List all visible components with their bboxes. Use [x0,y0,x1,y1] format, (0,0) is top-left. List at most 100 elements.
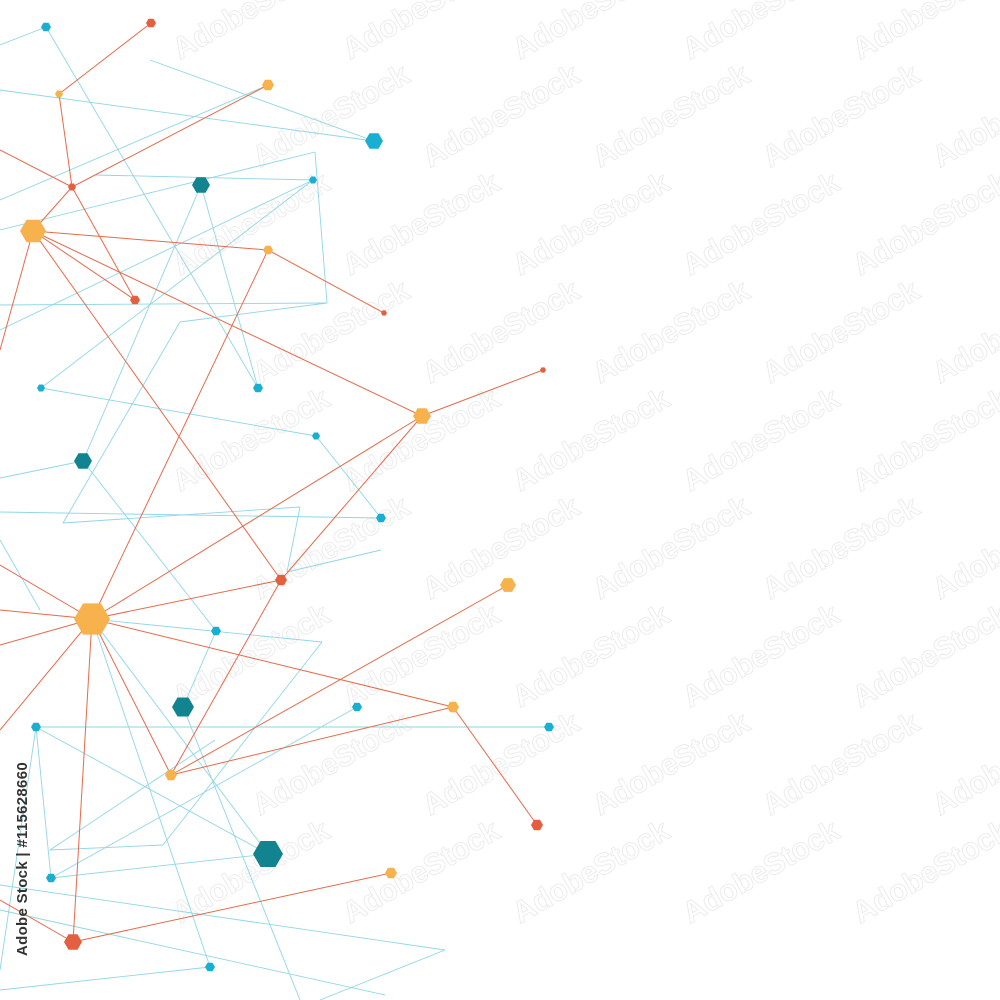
cyan-edge [0,89,375,142]
watermark-text: AdobeStock [337,382,505,498]
red-hexagon-node [64,934,82,950]
red-hexagon-node [146,18,156,28]
cyan-edge [0,909,386,996]
red-edge [0,899,74,943]
red-edge [91,249,269,620]
cyan-edge [149,59,375,142]
red-edge [0,149,73,188]
red-edge [170,579,282,776]
red-hexagon-node [68,183,76,191]
watermark-text: AdobeStock [337,814,505,930]
watermark-text: AdobeStock [167,166,335,282]
watermark-text: AdobeStock [417,274,585,390]
red-edge [32,230,282,581]
watermark-text: AdobeStock [587,274,755,390]
red-edge [32,230,423,417]
cyan-edge [315,435,382,519]
cyan-edge [40,179,314,389]
red-hexagon-node [531,819,543,831]
red-edge [71,84,269,188]
orange-hexagon-node [413,408,431,424]
cyan-edge [0,539,41,611]
orange-hexagon-node [55,90,63,98]
cyan-hexagon-node [312,432,320,440]
watermark-text: AdobeStock [927,706,1000,822]
teal-hexagon-node [74,453,92,469]
cyan-edge [50,853,269,879]
watermark-text: AdobeStock [847,166,1000,282]
watermark-text: AdobeStock [847,0,1000,66]
red-edge [91,415,423,620]
cyan-edge [0,884,446,951]
red-edge [280,415,423,581]
watermark-text: AdobeStock [757,490,925,606]
cyan-edge [0,966,211,991]
cyan-hexagon-node [376,513,386,523]
cyan-edge [286,549,382,573]
orange-hexagon-node [262,79,274,91]
orange-hexagon-node [74,603,110,635]
cyan-edge [200,184,259,389]
red-edge [170,706,454,776]
teal-hexagon-node [192,177,210,193]
orange-hexagon-node [385,867,397,879]
red-edge [0,564,93,620]
orange-hexagon-node [20,219,46,243]
watermark-text: AdobeStock [847,814,1000,930]
red-edge [32,230,136,301]
watermark-text: AdobeStock [247,58,415,174]
watermark-text: AdobeStock [247,706,415,822]
cyan-edge [40,387,317,437]
red-edge [58,22,152,95]
orange-hexagon-node [447,701,459,713]
cyan-edge [182,630,217,708]
cyan-hexagon-node [211,626,221,636]
watermark-text: AdobeStock [417,706,585,822]
red-edge [32,230,269,251]
cyan-edge [91,618,269,855]
watermark-text: AdobeStock [587,490,755,606]
teal-hexagon-node [172,697,194,717]
watermark-text: AdobeStock [587,58,755,174]
orange-hexagon-node [263,245,273,255]
watermark-text: AdobeStock [337,598,505,714]
cyan-edge [49,844,164,851]
watermark-text: AdobeStock [337,0,505,66]
red-edge [0,618,93,731]
watermark-layer: AdobeStock AdobeStock AdobeStock AdobeStock… [167,0,1000,931]
cyan-hexagon-node [41,22,51,32]
watermark-text: AdobeStock [677,382,845,498]
red-edge [91,618,172,776]
watermark-text: AdobeStock [847,382,1000,498]
cyan-edge [35,726,269,855]
red-edge [170,584,509,776]
red-hexagon-node [540,367,546,373]
red-edge [421,369,544,417]
cyan-hexagon-node [544,722,554,732]
watermark-text: AdobeStock [337,166,505,282]
watermark-text: AdobeStock [167,0,335,66]
watermark-text: AdobeStock [677,0,845,66]
red-edge [267,249,385,314]
teal-hexagon-node [253,841,283,867]
watermark-text: AdobeStock [927,274,1000,390]
cyan-edge [314,151,328,304]
watermark-text: AdobeStock [757,274,925,390]
watermark-text: AdobeStock [507,598,675,714]
cyan-edge [182,706,301,1000]
watermark-text: AdobeStock [507,382,675,498]
cyan-edge [49,739,216,851]
watermark-text: AdobeStock [847,598,1000,714]
cyan-edge [162,641,323,846]
cyan-edge [45,26,259,389]
red-edge [91,579,282,620]
red-hexagon-node [275,574,287,586]
watermark-text: AdobeStock [927,58,1000,174]
cyan-edge [179,302,328,323]
edge-layer [0,22,549,1000]
red-hexagon-node [381,310,387,316]
watermark-text: AdobeStock [507,0,675,66]
watermark-text: AdobeStock [677,598,845,714]
